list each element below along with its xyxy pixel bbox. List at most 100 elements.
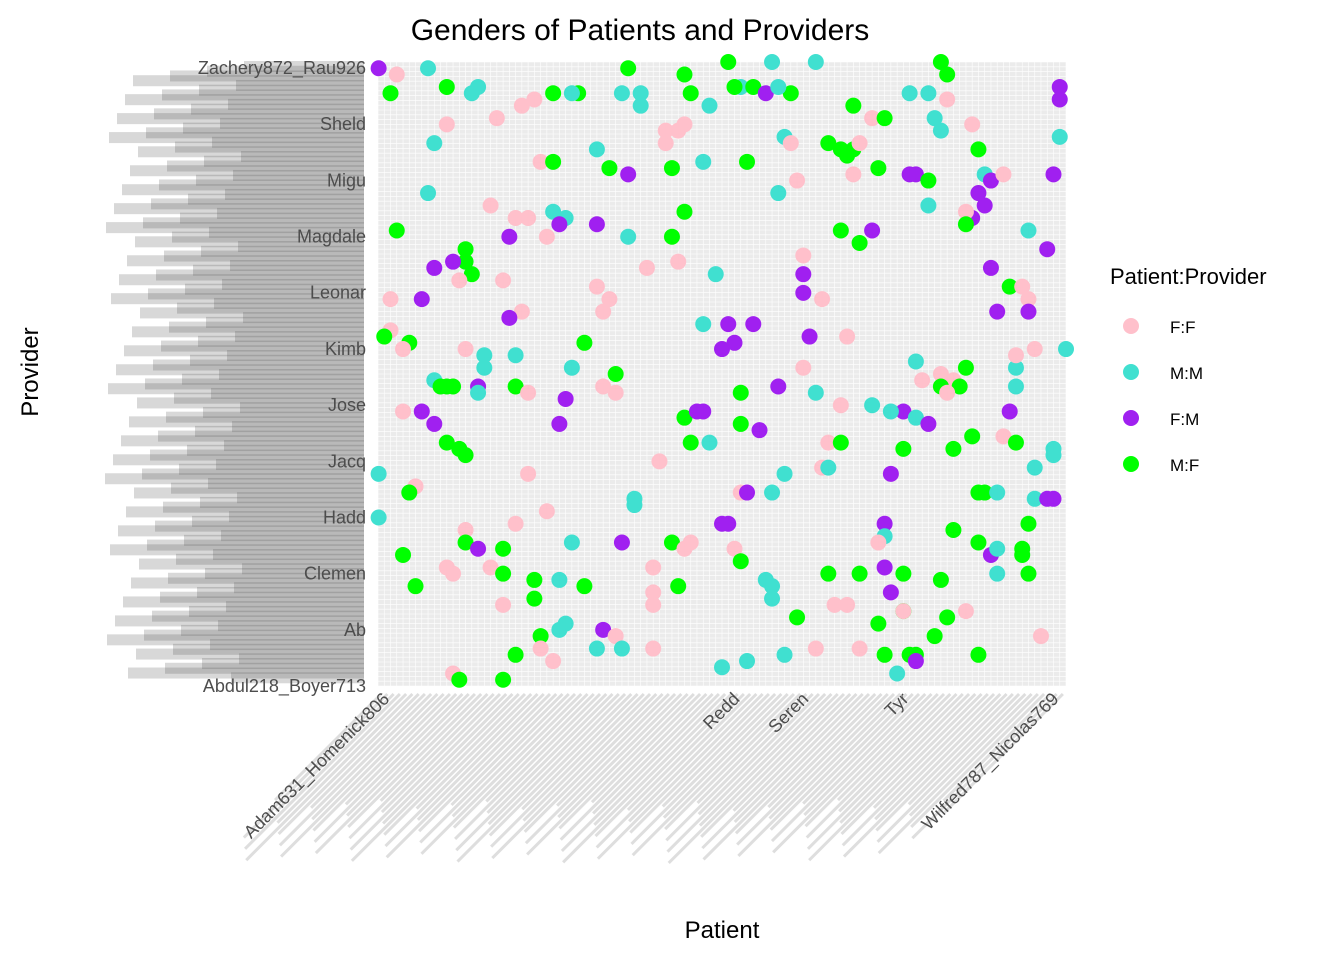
data-point (820, 135, 837, 152)
data-point (695, 153, 712, 170)
data-point (1051, 128, 1068, 145)
data-point (395, 403, 412, 420)
data-point (745, 316, 762, 333)
y-tick-label-blur (211, 387, 364, 399)
y-tick-label: Leonar (310, 283, 366, 303)
x-tick-label-blur (559, 692, 708, 841)
x-tick-label-blur (557, 692, 683, 819)
data-point (964, 428, 981, 445)
x-tick-label-blur (383, 692, 527, 836)
data-point (951, 378, 968, 395)
data-point (820, 565, 837, 582)
y-tick-labels-overplotted: Zachery872_Rau926 Sheld Migu Magdale Leonar K… (105, 58, 366, 697)
data-point (982, 259, 999, 276)
data-point (395, 546, 412, 563)
x-tick-label-blur (911, 692, 1058, 840)
data-point (520, 465, 537, 482)
x-tick-label-blur (696, 692, 808, 804)
data-points (370, 54, 1074, 688)
y-tick-label-blur (200, 496, 364, 508)
x-tick-label-blur (311, 692, 439, 821)
data-point (970, 534, 987, 551)
data-point (945, 440, 962, 457)
data-point (607, 628, 624, 645)
y-tick-label-blur (210, 639, 364, 651)
y-tick-label-blur (222, 278, 364, 290)
data-point (538, 228, 555, 245)
data-point (926, 628, 943, 645)
x-tick-label-blur (667, 692, 839, 865)
data-point (551, 571, 568, 588)
x-tick-label-blur (665, 692, 814, 842)
data-point (795, 266, 812, 283)
data-point (595, 621, 612, 638)
y-tick-label-blur (188, 193, 364, 205)
data-point (1007, 434, 1024, 451)
x-tick-label-blur (485, 692, 595, 803)
y-tick-label-blur (227, 350, 364, 362)
data-point (920, 172, 937, 189)
y-tick-label-blur (147, 539, 364, 551)
y-tick-label-blur (185, 283, 364, 295)
data-point (438, 78, 455, 95)
data-point (989, 540, 1006, 557)
data-point (401, 484, 418, 501)
y-tick-label-blur (116, 364, 364, 376)
data-point (807, 640, 824, 657)
data-point (882, 584, 899, 601)
y-tick-label: Jacq (328, 451, 366, 471)
y-tick-label-blur (125, 94, 364, 106)
data-point (995, 166, 1012, 183)
y-tick-label-blur (110, 544, 364, 556)
data-point (957, 216, 974, 233)
x-tick-label-blur (594, 692, 739, 838)
data-point (776, 465, 793, 482)
y-tick-label-blur (152, 610, 364, 622)
x-tick-label-blur (522, 692, 652, 822)
data-point (1007, 359, 1024, 376)
y-tick-label-blur (216, 459, 364, 471)
data-point (670, 253, 687, 270)
y-tick-label-blur (191, 103, 364, 115)
data-point (632, 97, 649, 114)
data-point (726, 540, 743, 557)
legend-key (1123, 318, 1139, 334)
y-tick-label-blur (238, 241, 364, 253)
y-tick-label-blur (128, 667, 364, 679)
data-point (1014, 546, 1031, 563)
data-point (732, 415, 749, 432)
y-tick-label-blur (208, 477, 364, 489)
data-point (495, 565, 512, 582)
x-tick-label-blur (767, 692, 883, 809)
x-tick-label-blur (524, 692, 677, 845)
y-tick-label-blur (156, 269, 364, 281)
data-point (732, 384, 749, 401)
data-point (795, 284, 812, 301)
data-point (526, 571, 543, 588)
x-tick-label-blur (593, 692, 727, 826)
data-point (851, 234, 868, 251)
y-tick-label-blur (181, 624, 364, 636)
y-tick-label-blur (221, 530, 364, 542)
legend-label: F:M (1170, 410, 1199, 429)
y-tick-label-blur (182, 373, 364, 385)
data-point (845, 97, 862, 114)
data-point (782, 85, 799, 102)
y-tick-label-blur (237, 492, 364, 504)
data-point (545, 153, 562, 170)
data-point (563, 85, 580, 102)
data-point (638, 259, 655, 276)
x-tick-label-blur (734, 692, 877, 835)
x-tick-label-blur (698, 692, 833, 827)
x-tick-label-blur (772, 692, 933, 854)
y-tick-label-blur (111, 293, 364, 305)
x-tick-label-blur (278, 692, 433, 847)
x-tick-label-blur (455, 692, 614, 852)
data-point (995, 428, 1012, 445)
data-point (470, 384, 487, 401)
data-point (382, 85, 399, 102)
x-tick-label-blur (628, 692, 758, 823)
y-tick-label: Zachery872_Rau926 (198, 58, 366, 79)
y-tick-label-blur (241, 151, 364, 163)
data-point (839, 596, 856, 613)
